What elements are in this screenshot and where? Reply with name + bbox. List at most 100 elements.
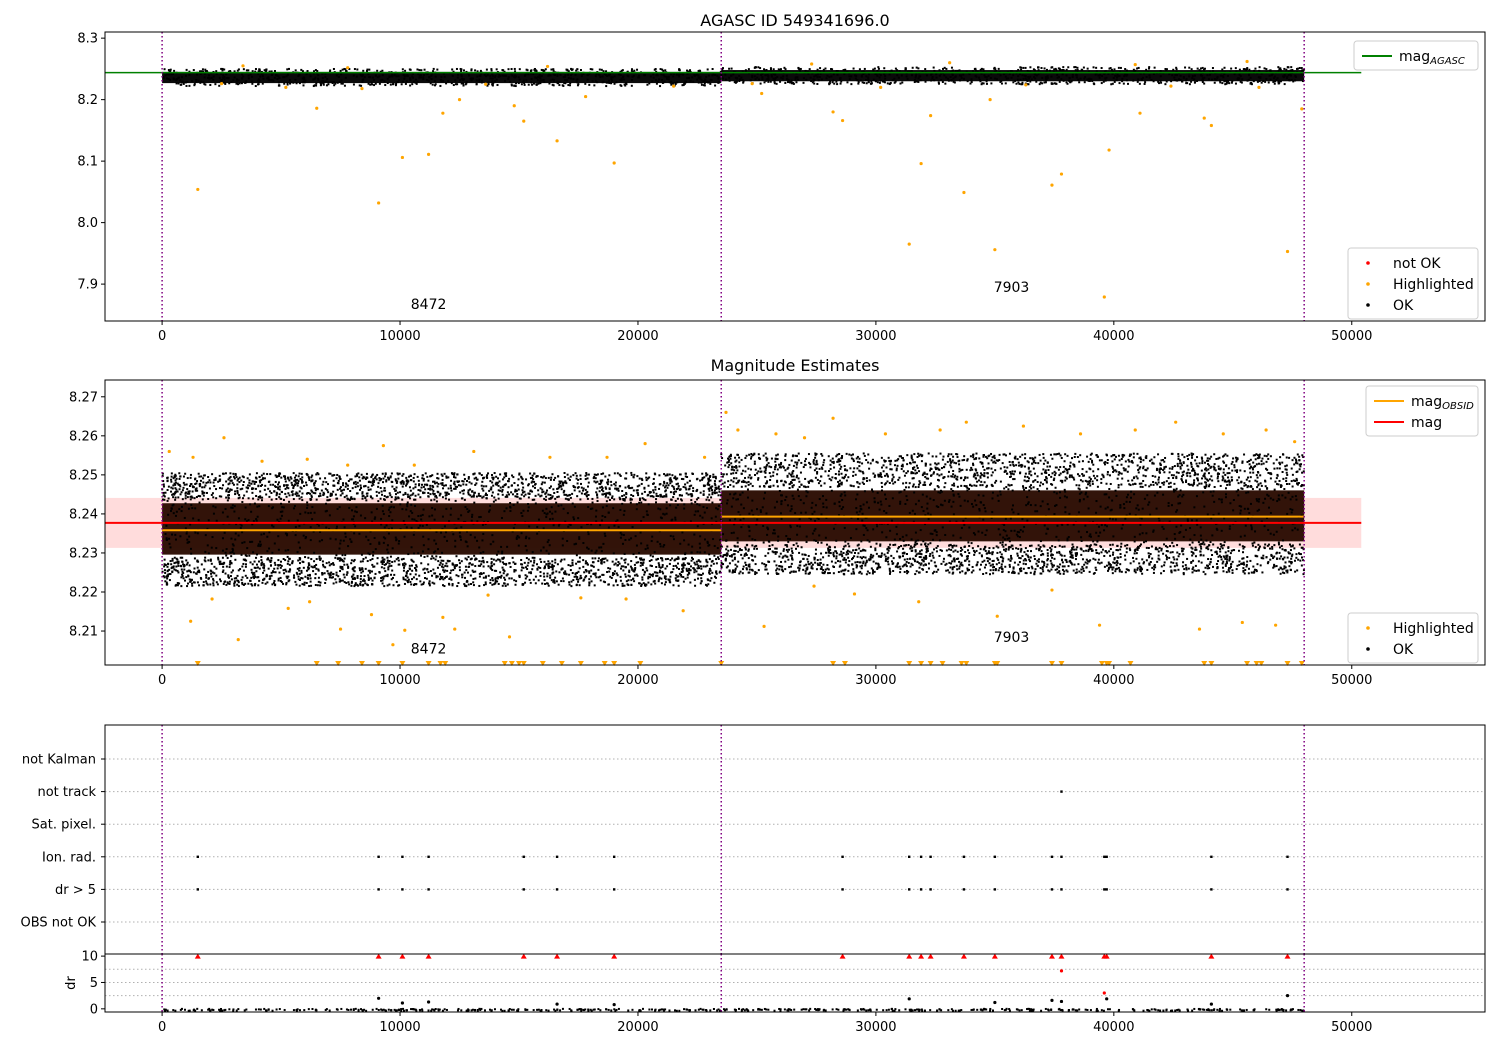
ok-point — [405, 483, 408, 486]
ok-point — [421, 483, 424, 486]
ok-point — [635, 573, 638, 576]
ok-point — [514, 569, 517, 572]
ok-point — [637, 74, 640, 77]
ok-point — [754, 78, 757, 81]
ok-point — [478, 80, 481, 83]
ok-point — [692, 567, 695, 570]
ok-point — [260, 559, 263, 562]
ok-point — [855, 78, 858, 81]
ok-point — [1283, 75, 1286, 78]
ok-point — [260, 562, 263, 565]
ok-point — [1058, 80, 1061, 83]
ok-point — [296, 484, 299, 487]
ok-point — [676, 497, 679, 500]
ok-point — [251, 491, 254, 494]
ok-point — [684, 475, 687, 478]
ok-point — [867, 73, 870, 76]
ok-point — [203, 486, 206, 489]
ok-point — [196, 73, 199, 76]
ok-point — [372, 480, 375, 483]
ok-point — [1043, 67, 1046, 70]
highlighted-point — [993, 248, 997, 252]
ok-point — [1231, 80, 1234, 83]
legend-label: OK — [1393, 298, 1414, 314]
ok-point — [427, 563, 430, 566]
ok-point — [707, 482, 710, 485]
ok-point — [200, 70, 203, 73]
ok-point — [309, 580, 312, 583]
ok-point — [700, 78, 703, 81]
ok-point — [1221, 566, 1224, 569]
ok-point — [577, 570, 580, 573]
ok-point — [166, 488, 169, 491]
ok-point — [510, 491, 513, 494]
ok-point — [508, 562, 511, 565]
ok-point — [540, 494, 543, 497]
ok-point — [227, 70, 230, 73]
ok-point — [688, 562, 691, 565]
ok-point — [484, 583, 487, 586]
ok-point — [295, 491, 298, 494]
ok-point — [223, 68, 226, 71]
ok-point — [1152, 72, 1155, 75]
ok-point — [358, 567, 361, 570]
ok-point — [383, 495, 386, 498]
ok-point — [524, 577, 527, 580]
ok-point — [463, 498, 466, 501]
ok-point — [535, 83, 538, 86]
ok-point — [530, 78, 533, 81]
ok-point — [541, 491, 544, 494]
ok-point — [220, 495, 223, 498]
ok-point — [1296, 569, 1299, 572]
ok-point — [1020, 68, 1023, 71]
ok-point — [904, 68, 907, 71]
ok-point — [1087, 548, 1090, 551]
ok-point — [510, 484, 513, 487]
ok-point — [716, 74, 719, 77]
ok-point — [1182, 572, 1185, 575]
ok-point — [209, 481, 212, 484]
ok-point — [514, 70, 517, 73]
ok-point — [710, 560, 713, 563]
ok-point — [705, 474, 708, 477]
ok-point — [772, 77, 775, 80]
ok-point — [1184, 66, 1187, 69]
obsid-label: 7903 — [994, 280, 1030, 296]
ok-point — [298, 572, 301, 575]
ok-point — [416, 80, 419, 83]
ok-point — [611, 79, 614, 82]
highlighted-point — [1107, 148, 1111, 152]
ok-point — [490, 494, 493, 497]
ok-point — [282, 557, 285, 560]
ok-point — [317, 495, 320, 498]
ok-point — [697, 76, 700, 79]
ok-point — [1245, 69, 1248, 72]
ok-point — [571, 72, 574, 75]
ok-point — [753, 75, 756, 78]
ok-point — [767, 78, 770, 81]
ok-point — [657, 495, 660, 498]
ok-point — [481, 487, 484, 490]
ok-point — [356, 68, 359, 71]
ok-point — [532, 485, 535, 488]
ok-point — [516, 493, 519, 496]
ok-point — [1077, 563, 1080, 566]
ok-point — [330, 563, 333, 566]
ok-point — [883, 80, 886, 83]
ok-point — [207, 74, 210, 77]
ok-point — [490, 486, 493, 489]
ok-point — [1132, 68, 1135, 71]
ok-point — [708, 571, 711, 574]
ok-point — [641, 562, 644, 565]
ok-point — [179, 83, 182, 86]
ok-point — [663, 583, 666, 586]
ok-point — [1201, 66, 1204, 69]
ok-point — [754, 66, 757, 69]
ok-point — [404, 578, 407, 581]
ok-point — [699, 76, 702, 79]
ok-point — [1132, 79, 1135, 82]
ok-point — [1235, 70, 1238, 73]
ok-point — [584, 488, 587, 491]
ok-point — [642, 582, 645, 585]
ok-point — [461, 489, 464, 492]
